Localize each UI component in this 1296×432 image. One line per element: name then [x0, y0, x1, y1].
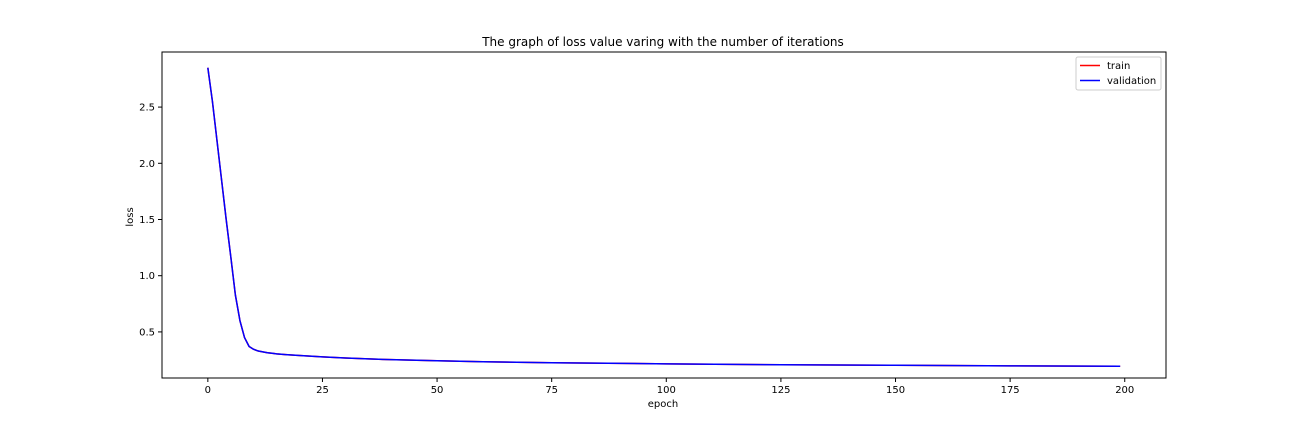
- y-tick-label: 1.0: [139, 271, 155, 282]
- plot-area: 0 25 50 75 100 125 150 175 200 0.5 1.0 1.5 2.0 2.5: [139, 51, 1167, 396]
- legend-label-validation: validation: [1107, 76, 1156, 87]
- x-tick-label: 25: [316, 385, 329, 396]
- x-tick-label: 150: [886, 385, 905, 396]
- series-line-validation: [207, 67, 1121, 367]
- x-tick-label: 200: [1115, 385, 1134, 396]
- x-tick-label: 75: [545, 385, 558, 396]
- y-tick-label: 2.0: [139, 159, 155, 170]
- legend-label-train: train: [1107, 61, 1130, 72]
- y-tick-label: 0.5: [139, 327, 155, 338]
- y-tick-label: 2.5: [139, 103, 155, 114]
- x-tick-label: 100: [657, 385, 676, 396]
- x-tick-label: 50: [431, 385, 444, 396]
- plot-frame: [161, 51, 1167, 379]
- x-tick-label: 0: [205, 385, 211, 396]
- y-tick-label: 1.5: [139, 215, 155, 226]
- x-tick-label: 125: [771, 385, 790, 396]
- x-axis-label: epoch: [648, 399, 678, 410]
- legend: train validation: [1075, 56, 1162, 91]
- chart-title: The graph of loss value varing with the …: [481, 35, 844, 49]
- y-axis-label: loss: [125, 207, 136, 226]
- x-tick-label: 175: [1001, 385, 1020, 396]
